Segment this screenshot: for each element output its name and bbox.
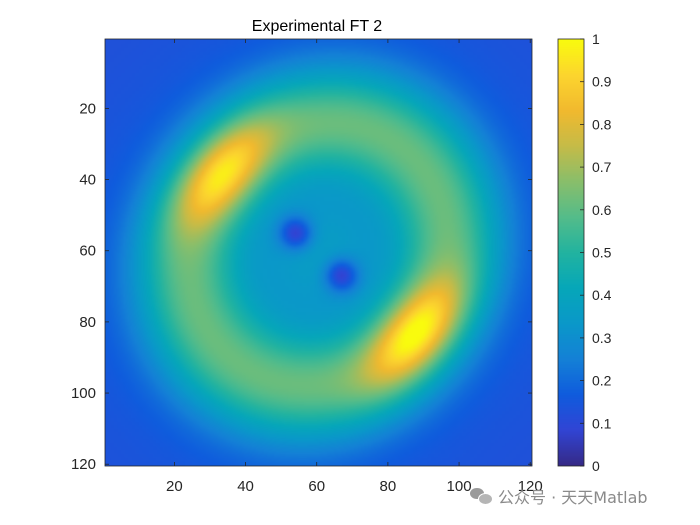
x-tick-label: 40 — [237, 478, 254, 495]
x-axis: 20 40 60 80 100 120 — [166, 39, 543, 495]
colorbar-tick-label: 0.9 — [592, 74, 612, 90]
colorbar-tick-label: 0.6 — [592, 202, 612, 218]
chart-title: Experimental FT 2 — [252, 18, 383, 35]
y-tick-label: 80 — [79, 314, 96, 331]
colorbar-tick-label: 0 — [592, 458, 600, 474]
x-tick-label: 60 — [308, 478, 325, 495]
wechat-icon — [470, 487, 493, 505]
y-tick-label: 120 — [71, 456, 96, 473]
plot-frame — [104, 38, 533, 467]
colorbar-tick-label: 0.1 — [592, 415, 612, 431]
colorbar-gradient — [558, 39, 584, 466]
colorbar-tick-label: 0.8 — [592, 116, 612, 132]
colorbar: 0 0.1 0.2 0.3 0.4 0.5 0.6 0.7 0.8 0.9 1 — [557, 31, 612, 474]
colorbar-tick-label: 0.3 — [592, 330, 612, 346]
x-tick-label: 20 — [166, 478, 183, 495]
colorbar-tick-label: 0.5 — [592, 245, 612, 261]
y-tick-label: 40 — [79, 172, 96, 189]
x-tick-label: 80 — [380, 478, 397, 495]
x-tick-label: 100 — [447, 478, 472, 495]
heatmap-image — [105, 39, 532, 466]
colorbar-tick-label: 0.4 — [592, 287, 612, 303]
y-tick-label: 100 — [71, 385, 96, 402]
colorbar-tick-label: 0.7 — [592, 159, 612, 175]
x-tick-label: 120 — [518, 478, 543, 495]
y-tick-label: 60 — [79, 243, 96, 260]
watermark-text: 公众号 · 天天Matlab — [498, 488, 648, 507]
y-axis: 20 40 60 80 100 120 — [71, 100, 532, 473]
y-tick-label: 20 — [79, 100, 96, 117]
plot-area — [104, 38, 533, 467]
colorbar-tick-label: 1 — [592, 31, 600, 47]
colorbar-ticks: 0 0.1 0.2 0.3 0.4 0.5 0.6 0.7 0.8 0.9 1 — [580, 31, 612, 474]
colorbar-tick-label: 0.2 — [592, 373, 612, 389]
watermark: 公众号 · 天天Matlab — [470, 484, 648, 508]
